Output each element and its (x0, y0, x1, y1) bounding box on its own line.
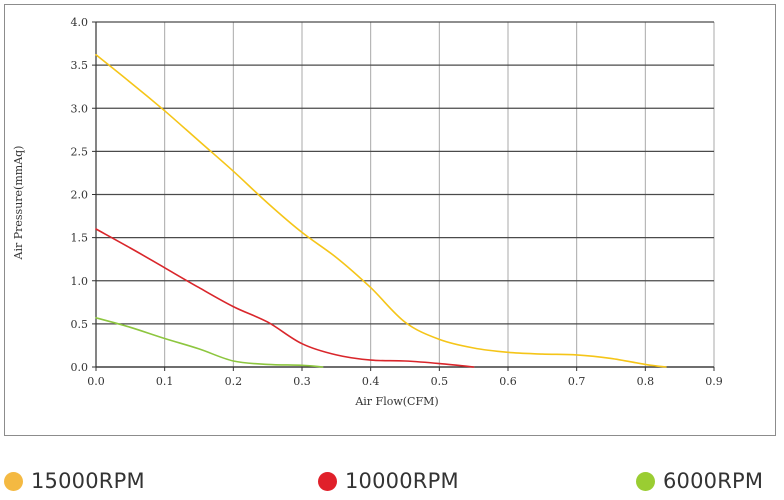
legend-dot-15000rpm (4, 471, 23, 491)
x-tick-label: 0.1 (156, 375, 174, 388)
x-tick-label: 0.9 (705, 375, 723, 388)
x-tick-label: 0.6 (499, 375, 517, 388)
x-tick-label: 0.8 (637, 375, 655, 388)
y-tick-label: 2.5 (71, 145, 89, 158)
series-line-10000rpm (95, 228, 475, 368)
chart-svg: 0.0 0.1 0.2 0.3 0.4 0.5 0.6 0.7 0.8 0.9 0.0 0.5 1.0 1… (12, 16, 723, 408)
y-tick-label: 0.5 (71, 318, 89, 331)
legend-dot-10000rpm (318, 471, 337, 491)
legend-label-10000rpm: 10000RPM (345, 469, 459, 493)
x-tick-label: 0.2 (225, 375, 243, 388)
legend-label-6000rpm: 6000RPM (663, 469, 764, 493)
chart-frame: 0.0 0.1 0.2 0.3 0.4 0.5 0.6 0.7 0.8 0.9 0.0 0.5 1.0 1… (4, 4, 776, 436)
legend-label-15000rpm: 15000RPM (31, 469, 145, 493)
series-line-6000rpm (95, 317, 324, 368)
legend-item-6000rpm: 6000RPM (636, 466, 763, 496)
x-tick-label: 0.0 (87, 375, 105, 388)
x-tick-label: 0.3 (293, 375, 311, 388)
x-tick-label: 0.5 (431, 375, 449, 388)
y-tick-label: 1.0 (71, 275, 89, 288)
y-tick-label: 4.0 (71, 16, 89, 29)
y-tick-label: 2.0 (71, 189, 89, 202)
y-tick-label: 3.0 (71, 102, 89, 115)
legend: 15000RPM 10000RPM 6000RPM (0, 466, 784, 500)
y-tick-label: 1.5 (71, 232, 89, 245)
x-axis-title: Air Flow(CFM) (354, 395, 438, 408)
legend-dot-6000rpm (636, 471, 655, 491)
y-tick-label: 0.0 (71, 361, 89, 374)
x-tick-label: 0.7 (568, 375, 586, 388)
legend-item-10000rpm: 10000RPM (318, 466, 459, 496)
y-axis-title: Air Pressure(mmAq) (12, 146, 25, 261)
series-line-15000rpm (95, 54, 667, 368)
x-tick-label: 0.4 (362, 375, 380, 388)
y-tick-label: 3.5 (71, 59, 89, 72)
legend-item-15000rpm: 15000RPM (4, 466, 145, 496)
